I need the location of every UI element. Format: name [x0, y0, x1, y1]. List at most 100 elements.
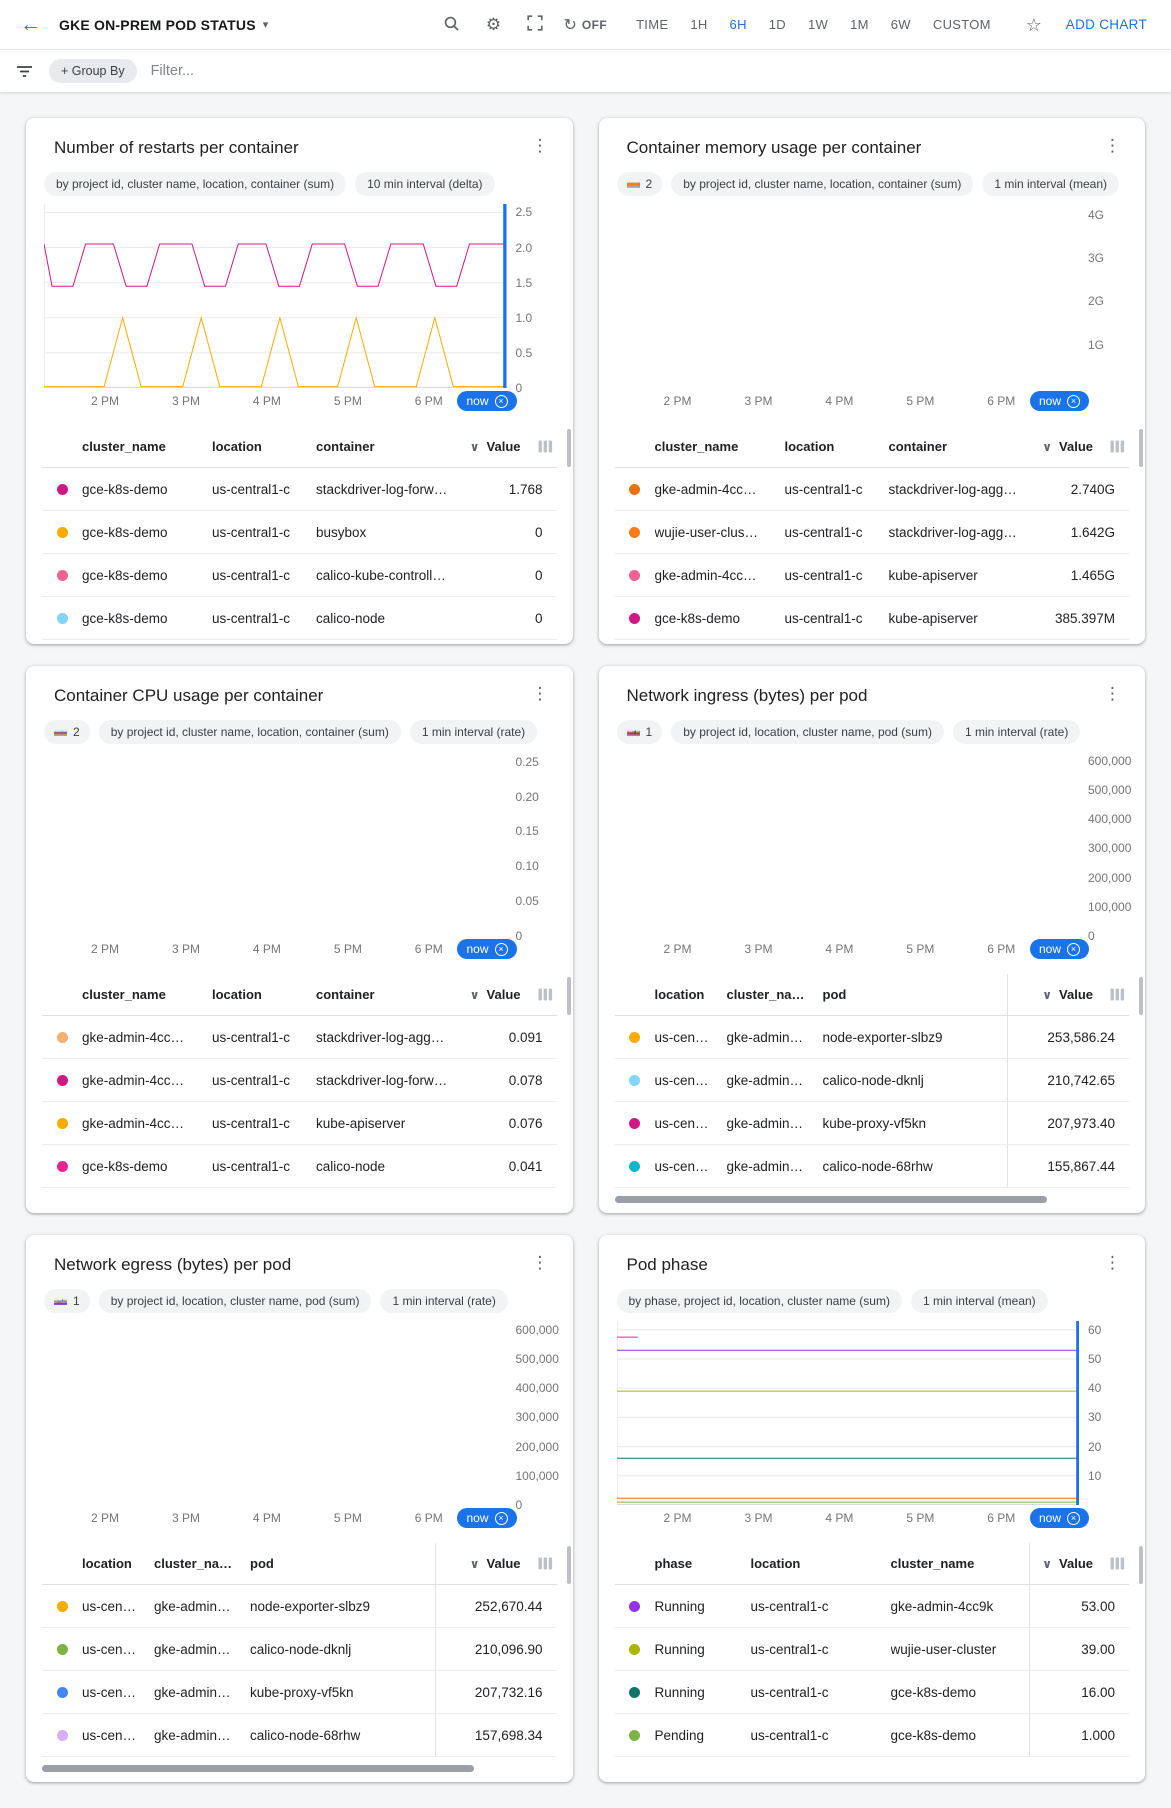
column-selector-icon[interactable] [538, 440, 553, 453]
value-column-header[interactable]: ∨Value [457, 974, 557, 1015]
column-header[interactable]: container [316, 439, 457, 454]
search-button[interactable] [437, 15, 465, 35]
more-options-icon[interactable]: ⋮ [524, 1249, 557, 1277]
timeseries-plot[interactable] [617, 1321, 1080, 1505]
column-selector-icon[interactable] [1110, 988, 1125, 1001]
grouping-chip[interactable]: by project id, location, cluster name, p… [671, 720, 944, 744]
column-header[interactable]: cluster_name [82, 987, 212, 1002]
more-options-icon[interactable]: ⋮ [1096, 680, 1129, 708]
time-button-custom[interactable]: CUSTOM [924, 11, 1000, 38]
column-header[interactable]: pod [823, 987, 1008, 1002]
now-marker[interactable]: now× [457, 1508, 516, 1528]
filter-count-chip[interactable]: 1 [44, 1289, 90, 1313]
horizontal-scrollbar[interactable] [42, 1765, 474, 1772]
column-header[interactable]: location [785, 439, 889, 454]
close-icon[interactable]: × [495, 395, 508, 408]
grouping-chip[interactable]: by project id, cluster name, location, c… [99, 720, 401, 744]
column-header[interactable]: cluster_name [891, 1556, 1030, 1571]
column-header[interactable]: cluster_name [655, 439, 785, 454]
time-button-6w[interactable]: 6W [882, 11, 920, 38]
star-button[interactable]: ☆ [1020, 16, 1048, 34]
more-options-icon[interactable]: ⋮ [1096, 132, 1129, 160]
column-header[interactable]: container [889, 439, 1030, 454]
filter-count-chip[interactable]: 2 [44, 720, 90, 744]
fullscreen-button[interactable] [521, 15, 549, 34]
close-icon[interactable]: × [495, 1512, 508, 1525]
value-column-header[interactable]: ∨Value [1029, 426, 1129, 467]
timeseries-plot[interactable] [617, 204, 1080, 388]
column-header[interactable]: cluster_name [82, 439, 212, 454]
close-icon[interactable]: × [1067, 395, 1080, 408]
column-header[interactable]: phase [655, 1556, 751, 1571]
more-options-icon[interactable]: ⋮ [524, 680, 557, 708]
timeseries-plot[interactable] [44, 1321, 507, 1505]
timeseries-plot[interactable] [44, 204, 507, 388]
time-button-6h[interactable]: 6H [721, 11, 756, 38]
value-column-header[interactable]: ∨Value [457, 426, 557, 467]
grouping-chip[interactable]: 1 min interval (mean) [982, 172, 1119, 196]
column-header[interactable]: cluster_na… [727, 987, 823, 1002]
vertical-scrollbar[interactable] [567, 1546, 571, 1584]
group-by-chip[interactable]: + Group By [49, 59, 137, 83]
back-button[interactable]: ← [20, 14, 41, 35]
vertical-scrollbar[interactable] [567, 429, 571, 467]
vertical-scrollbar[interactable] [567, 977, 571, 1015]
auto-refresh-toggle[interactable]: ↻ OFF [563, 15, 607, 35]
now-marker[interactable]: now× [1030, 939, 1089, 959]
column-selector-icon[interactable] [1110, 440, 1125, 453]
now-marker[interactable]: now× [1030, 1508, 1089, 1528]
filter-count-chip[interactable]: 1 [617, 720, 663, 744]
column-header[interactable]: location [655, 987, 727, 1002]
column-selector-icon[interactable] [1110, 1557, 1125, 1570]
grouping-chip[interactable]: by project id, location, cluster name, p… [99, 1289, 372, 1313]
timeseries-plot[interactable] [617, 752, 1080, 936]
horizontal-scrollbar[interactable] [615, 1196, 1047, 1203]
column-selector-icon[interactable] [538, 1557, 553, 1570]
now-marker[interactable]: now× [457, 391, 516, 411]
column-header[interactable]: container [316, 987, 457, 1002]
column-header[interactable]: cluster_na… [154, 1556, 250, 1571]
grouping-chip[interactable]: 1 min interval (rate) [953, 720, 1080, 744]
more-options-icon[interactable]: ⋮ [524, 132, 557, 160]
column-header[interactable]: location [751, 1556, 891, 1571]
value-column-header[interactable]: ∨Value [1007, 974, 1129, 1015]
close-icon[interactable]: × [1067, 943, 1080, 956]
filter-input[interactable] [151, 63, 1157, 79]
time-button-1h[interactable]: 1H [681, 11, 716, 38]
column-header[interactable]: location [212, 987, 316, 1002]
grouping-chip[interactable]: 10 min interval (delta) [355, 172, 494, 196]
grouping-chip[interactable]: by project id, cluster name, location, c… [44, 172, 346, 196]
time-button-time[interactable]: TIME [627, 11, 677, 38]
now-marker[interactable]: now× [1030, 391, 1089, 411]
grouping-chip[interactable]: by project id, cluster name, location, c… [671, 172, 973, 196]
column-header[interactable]: location [212, 439, 316, 454]
filter-list-icon[interactable] [14, 63, 35, 80]
grouping-chip[interactable]: 1 min interval (rate) [410, 720, 537, 744]
filter-count-chip[interactable]: 2 [617, 172, 663, 196]
settings-button[interactable]: ⚙ [479, 16, 507, 33]
grouping-chip[interactable]: 1 min interval (rate) [380, 1289, 507, 1313]
column-header[interactable]: pod [250, 1556, 435, 1571]
vertical-scrollbar[interactable] [1139, 1546, 1143, 1584]
close-icon[interactable]: × [495, 943, 508, 956]
dashboard-title-menu[interactable]: GKE ON-PREM POD STATUS ▾ [59, 17, 269, 33]
